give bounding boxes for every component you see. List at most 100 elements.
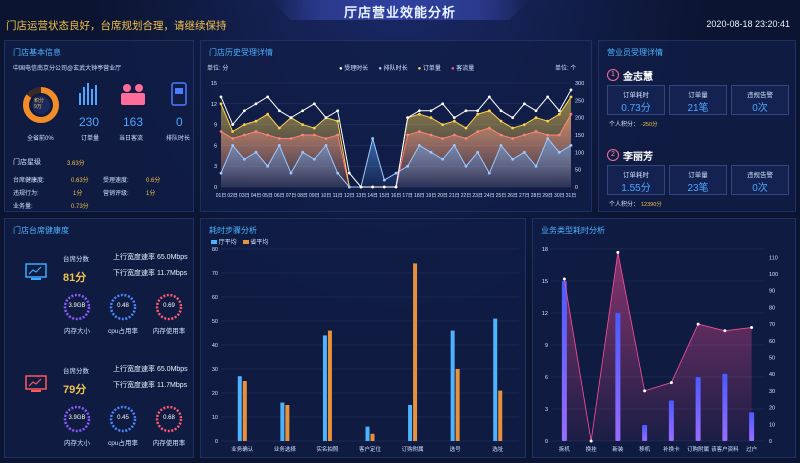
x-tick-label: 过户 [746, 445, 757, 453]
data-point [534, 109, 538, 113]
bar [322, 335, 327, 441]
data-point [476, 150, 480, 154]
series-line [563, 252, 752, 442]
y2-tick-label: 70 [769, 322, 775, 328]
y-tick-label: 80 [212, 247, 218, 253]
gauge-ring [155, 405, 183, 433]
data-point [266, 95, 270, 99]
x-tick-label: 该客户资料 [711, 445, 739, 453]
y2-tick-label: 300 [575, 81, 584, 87]
data-point [312, 157, 316, 161]
gauge-label: 内存使用率 [152, 440, 186, 447]
staff-name: 李丽芳 [623, 152, 653, 163]
y2-tick-label: 10 [769, 422, 775, 428]
left-unit: 单位: 分 [207, 66, 229, 72]
steps-chart: 0 10 20 30 40 50 60 70 80 业务确认 业务选择 实名拍照 客户定位 订购附属 选号 选… [212, 247, 519, 453]
gauge-track [155, 405, 183, 433]
x-tick-label: 07日 [286, 193, 297, 199]
points-label: 个人积分： [609, 122, 640, 128]
data-point [266, 164, 270, 168]
score-label: 台席分数 [63, 368, 89, 375]
legend-item: ● 受理时长 [339, 66, 369, 72]
data-point [336, 109, 340, 113]
data-point [301, 150, 305, 154]
desk-health-panel: 门店台席健康度 台席分数 81分 上行宽度速率 65.0Mbps 下行宽度速率 11.… [4, 218, 194, 458]
x-tick-label: 28日 [531, 193, 542, 199]
y2-tick-label: 150 [575, 133, 584, 139]
x-tick-label: 补换卡 [663, 445, 680, 453]
detail-value: 0.73分 [71, 204, 89, 210]
level-label: 门店星级 [13, 159, 41, 166]
bar [242, 381, 247, 441]
detail-value: 1分 [146, 191, 156, 197]
metric-value: 0.73分 [621, 103, 651, 114]
y2-tick-label: 100 [575, 150, 584, 156]
y2-tick-label: 20 [769, 406, 775, 412]
data-point [499, 144, 503, 147]
data-point [417, 112, 421, 116]
detail-label: 台席健康度: [13, 178, 45, 184]
data-point [616, 250, 620, 254]
data-point [441, 102, 445, 106]
steps-legend: 厅平均 省平均 [211, 237, 268, 246]
score-label: 台席分数 [63, 256, 89, 263]
y-tick-label: 9 [545, 343, 548, 349]
staff-metric-card: 订单耗时 1.55分 [607, 165, 665, 195]
metric-value: 21笔 [687, 103, 709, 114]
data-point [382, 185, 386, 189]
gauge-ring [63, 293, 91, 321]
data-point [242, 123, 246, 126]
score-value: 9万 [34, 104, 42, 110]
metric-label: 订单耗时 [623, 92, 649, 99]
x-tick-label: 27日 [519, 193, 530, 199]
x-tick-label: 30日 [554, 193, 565, 199]
gauge-ring [109, 405, 137, 433]
data-point [569, 88, 573, 92]
y-tick-label: 6 [545, 375, 548, 381]
traffic-label: 当日客流 [119, 136, 144, 142]
y2-tick-label: 200 [575, 116, 584, 122]
data-point [569, 144, 573, 147]
x-tick-label: 换挂 [586, 445, 598, 453]
monitor-frame [25, 375, 47, 390]
x-tick-label: 新装 [612, 445, 624, 453]
y-tick-label: 0 [214, 185, 217, 191]
data-point [487, 109, 491, 113]
x-tick-label: 09日 [309, 193, 320, 199]
data-point [277, 126, 281, 130]
bar [408, 405, 413, 441]
data-point [382, 178, 386, 182]
data-point [452, 116, 456, 120]
data-point [359, 185, 363, 189]
detail-label: 受理速度: [103, 178, 129, 184]
queue-label: 排队时长 [166, 136, 191, 142]
data-point [511, 126, 515, 130]
data-point [464, 126, 468, 130]
data-point [289, 171, 293, 175]
staff-panel: 营业员受理详情 1 金志慧 订单耗时 0.73分 订单量 21笔 违规告警 0次 个人积分： -2… [598, 40, 796, 212]
data-point [750, 325, 754, 329]
gauge-track [155, 293, 183, 321]
metric-label: 订单量 [688, 92, 708, 99]
x-tick-label: 选号 [450, 445, 462, 453]
legend-item: 厅平均 [211, 237, 237, 246]
bar [749, 412, 755, 441]
x-tick-label: 拆机 [559, 445, 571, 453]
data-point [546, 137, 550, 140]
data-point [429, 150, 433, 154]
x-tick-label: 01日 [216, 193, 227, 199]
data-point [511, 157, 515, 161]
x-tick-label: 订购附属 [687, 445, 709, 453]
x-tick-label: 26日 [507, 193, 518, 199]
gauge-ring [63, 405, 91, 433]
data-point [336, 119, 340, 123]
x-tick-label: 12日 [344, 193, 355, 199]
metric-label: 违规告警 [747, 172, 773, 179]
data-point [324, 144, 328, 147]
y-tick-label: 50 [212, 319, 218, 325]
gauge-value: 0.45 [117, 415, 129, 421]
monitor-trend [28, 266, 42, 275]
monitor-frame [25, 263, 47, 278]
y-tick-label: 15 [542, 279, 548, 285]
